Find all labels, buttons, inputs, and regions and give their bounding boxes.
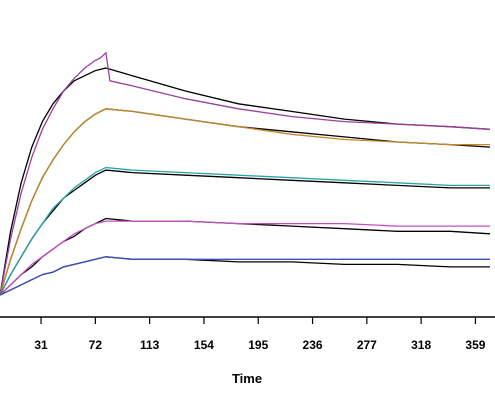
x-tick-label-236: 236: [303, 338, 323, 352]
x-tick-label-195: 195: [248, 338, 268, 352]
series-5: [0, 256, 490, 296]
series-1-data-line: [0, 51, 491, 296]
x-tick-label-359: 359: [465, 338, 485, 352]
series-4: [0, 217, 491, 296]
series-5-data-line: [0, 256, 490, 296]
series-3: [0, 166, 490, 296]
x-tick-label-31: 31: [34, 338, 48, 352]
series-2: [0, 108, 491, 296]
x-tick-label-318: 318: [411, 338, 431, 352]
x-tick-label-113: 113: [140, 338, 160, 352]
series-1: [0, 51, 491, 296]
x-axis-title: Time: [232, 371, 262, 386]
x-axis-ticks: 31 72 113 154 195 236 277 318 359: [34, 317, 486, 352]
x-tick-label-72: 72: [89, 338, 103, 352]
series-2-data-line: [0, 108, 490, 296]
series-2-fit-line: [0, 108, 491, 296]
x-tick-label-277: 277: [357, 338, 377, 352]
series-3-data-line: [0, 166, 490, 296]
series-5-fit-line: [0, 256, 490, 296]
series-1-fit-line: [0, 67, 491, 296]
series-4-data-line: [0, 220, 490, 296]
x-tick-label-154: 154: [194, 338, 214, 352]
plot-area: [0, 51, 491, 296]
series-4-fit-line: [0, 217, 491, 296]
